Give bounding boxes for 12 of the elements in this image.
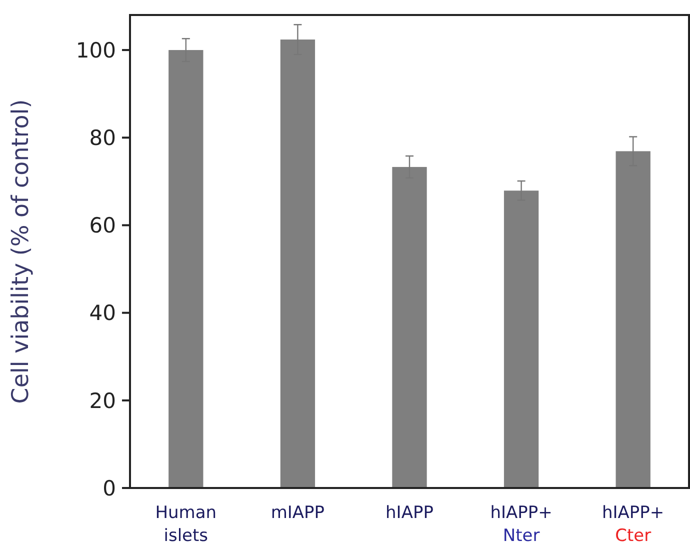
x-tick-label: mIAPP bbox=[270, 503, 325, 523]
y-tick-label: 100 bbox=[76, 38, 116, 62]
y-tick-label: 60 bbox=[89, 214, 116, 238]
y-tick-label: 40 bbox=[89, 301, 116, 326]
y-tick-label: 20 bbox=[89, 388, 116, 413]
x-tick-label: hIAPP+ Nter bbox=[490, 503, 552, 546]
y-tick-label: 0 bbox=[102, 476, 116, 500]
y-tick-label: 80 bbox=[89, 126, 116, 150]
x-tick-label: Human islets bbox=[155, 503, 217, 546]
y-axis-title: Cell viability (% of control) bbox=[8, 99, 34, 404]
x-tick-label: hIAPP+ Cter bbox=[602, 503, 664, 546]
x-tick-label: hIAPP bbox=[386, 503, 434, 523]
